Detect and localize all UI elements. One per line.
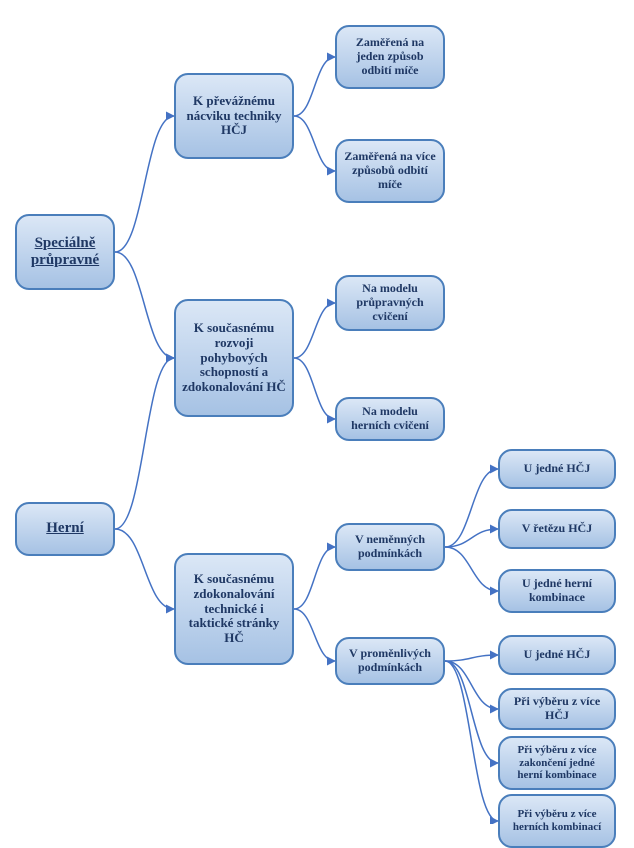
node-label: Na modelu průpravných cvičení (343, 282, 437, 323)
edge (445, 661, 498, 763)
node-label: Zaměřená na více způsobů odbití míče (343, 150, 437, 191)
edge (445, 529, 498, 547)
node-label: V proměnlivých podmínkách (343, 647, 437, 675)
node-label: U jedné HČJ (524, 648, 591, 662)
node-label: U jedné HČJ (524, 462, 591, 476)
node-label: K současnému rozvoji pohybových schopnos… (182, 321, 286, 396)
node-C6: Při výběru z více zakončení jedné herní … (498, 736, 616, 790)
node-C1: U jedné HČJ (498, 449, 616, 489)
node-A2: K současnému rozvoji pohybových schopnos… (174, 299, 294, 417)
node-B1b: V proměnlivých podmínkách (335, 637, 445, 685)
node-label: Speciálně průpravné (23, 235, 107, 270)
node-C3: U jedné herní kombinace (498, 569, 616, 613)
node-A2a: Na modelu průpravných cvičení (335, 275, 445, 331)
node-A2b: Na modelu herních cvičení (335, 397, 445, 441)
node-label: K současnému zdokonalování technické i t… (182, 572, 286, 647)
node-label: K převážnému nácviku techniky HČJ (182, 94, 286, 139)
node-label: Na modelu herních cvičení (343, 405, 437, 433)
node-A1a: Zaměřená na jeden způsob odbití míče (335, 25, 445, 89)
edge (294, 358, 335, 419)
node-label: V neměnných podmínkách (343, 533, 437, 561)
edge (445, 655, 498, 661)
edge (445, 661, 498, 709)
edge (115, 252, 174, 358)
node-B1: K současnému zdokonalování technické i t… (174, 553, 294, 665)
edge (294, 57, 335, 116)
edge (294, 303, 335, 358)
node-label: V řetězu HČJ (522, 522, 592, 536)
node-label: U jedné herní kombinace (506, 577, 608, 605)
node-label: Při výběru z více herních kombinací (506, 808, 608, 833)
edge (294, 547, 335, 609)
edge (294, 116, 335, 171)
edge (445, 469, 498, 547)
node-C7: Při výběru z více herních kombinací (498, 794, 616, 848)
edge (115, 358, 174, 529)
edge (115, 529, 174, 609)
edge (445, 547, 498, 591)
diagram-canvas: Speciálně průpravné Herní K převážnému nác… (0, 0, 634, 824)
node-label: Při výběru z více HČJ (506, 695, 608, 723)
node-label: Zaměřená na jeden způsob odbití míče (343, 36, 437, 77)
node-C4: U jedné HČJ (498, 635, 616, 675)
node-B1a: V neměnných podmínkách (335, 523, 445, 571)
node-label: Při výběru z více zakončení jedné herní … (506, 744, 608, 782)
edge (445, 661, 498, 821)
edge (115, 116, 174, 252)
node-C5: Při výběru z více HČJ (498, 688, 616, 730)
node-label: Herní (46, 520, 84, 537)
node-B: Herní (15, 502, 115, 556)
node-A1b: Zaměřená na více způsobů odbití míče (335, 139, 445, 203)
edge (294, 609, 335, 661)
node-A1: K převážnému nácviku techniky HČJ (174, 73, 294, 159)
node-C2: V řetězu HČJ (498, 509, 616, 549)
node-A: Speciálně průpravné (15, 214, 115, 290)
